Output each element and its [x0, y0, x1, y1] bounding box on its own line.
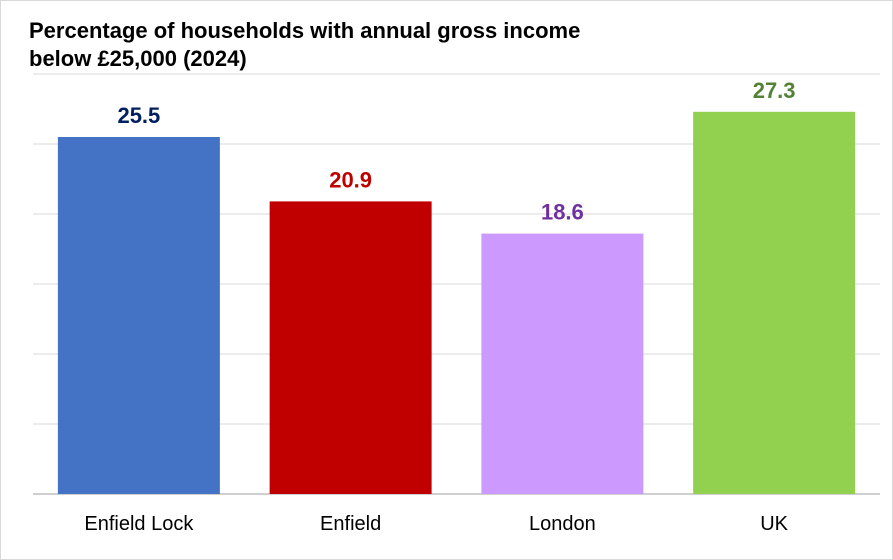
category-label: Enfield [320, 513, 381, 535]
bar-london [481, 233, 644, 494]
bar-enfield [269, 201, 432, 494]
data-label: 25.5 [117, 103, 160, 128]
bar-enfield-lock [57, 137, 220, 494]
data-label: 20.9 [329, 167, 372, 192]
category-labels: Enfield Lock Enfield London UK [84, 513, 788, 535]
chart-title: Percentage of households with annual gro… [29, 17, 709, 73]
bar-uk [693, 111, 856, 495]
data-label: 18.6 [541, 200, 584, 225]
category-label: London [529, 513, 596, 535]
data-label: 27.3 [753, 78, 796, 103]
category-label: Enfield Lock [84, 513, 194, 535]
chart-title-line-2: below £25,000 (2024) [29, 46, 247, 71]
category-label: UK [760, 513, 788, 535]
chart-title-line-1: Percentage of households with annual gro… [29, 18, 581, 43]
data-labels: 25.5 20.9 18.6 27.3 [117, 78, 795, 225]
bars [57, 111, 856, 495]
